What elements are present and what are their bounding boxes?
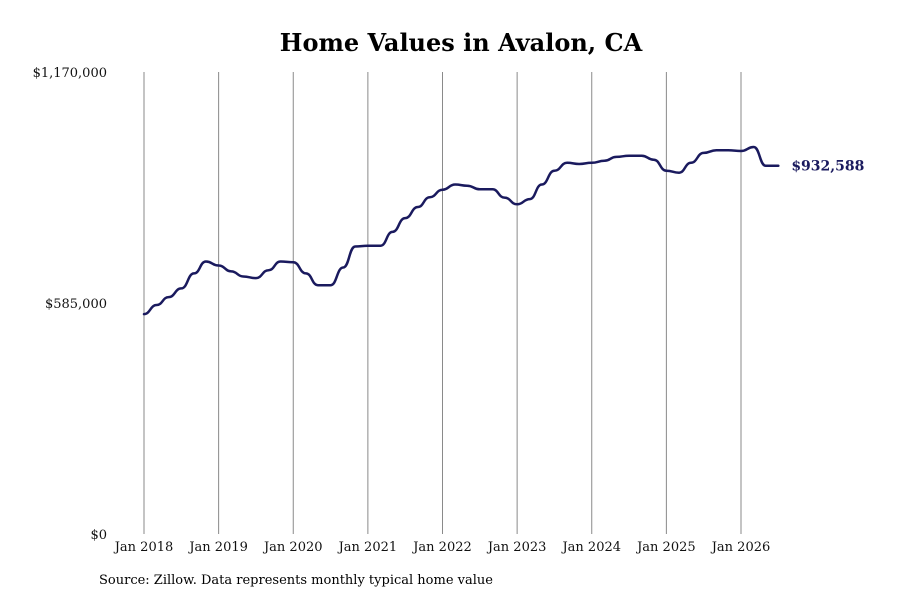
grid-lines: [143, 72, 742, 534]
chart-title: Home Values in Avalon, CA: [279, 28, 643, 57]
x-tick-label: Jan 2021: [337, 540, 398, 555]
y-tick-label: $0: [90, 528, 107, 543]
x-tick-label: Jan 2024: [560, 540, 621, 555]
source-note: Source: Zillow. Data represents monthly …: [99, 573, 493, 588]
x-tick-label: Jan 2023: [486, 540, 547, 555]
x-tick-label: Jan 2020: [262, 540, 323, 555]
x-tick-label: Jan 2026: [710, 540, 771, 555]
x-tick-label: Jan 2019: [187, 540, 248, 555]
end-value-label: $932,588: [791, 159, 864, 175]
series-line: [142, 145, 780, 316]
x-axis: Jan 2018 Jan 2019 Jan 2020 Jan 2021 Jan 2022…: [113, 540, 771, 555]
y-tick-label: $1,170,000: [33, 66, 107, 81]
y-axis: $0 $585,000 $1,170,000: [33, 66, 107, 543]
x-tick-label: Jan 2018: [113, 540, 174, 555]
x-tick-label: Jan 2025: [635, 540, 696, 555]
y-tick-label: $585,000: [45, 297, 107, 312]
x-tick-label: Jan 2022: [411, 540, 472, 555]
